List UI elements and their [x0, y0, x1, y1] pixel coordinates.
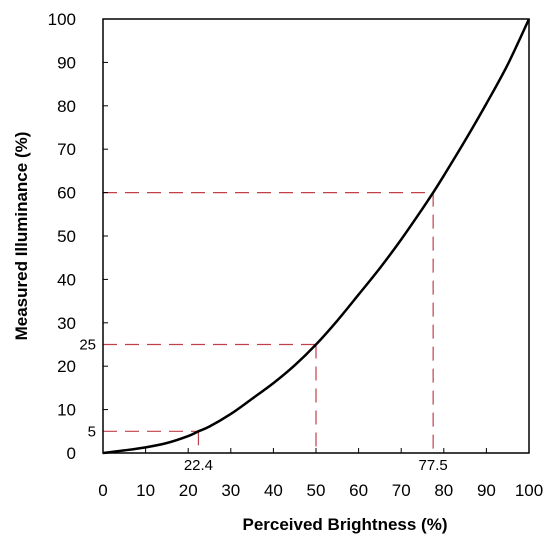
x-tick-label: 70 — [392, 481, 411, 500]
annotation-x-label: 77.5 — [419, 457, 448, 474]
y-tick-label: 50 — [57, 227, 76, 246]
x-tick-label: 40 — [264, 481, 283, 500]
y-tick-label: 20 — [57, 357, 76, 376]
axis-ticks — [102, 18, 530, 454]
x-tick-label: 90 — [477, 481, 496, 500]
tick-labels: 0 10 20 30 40 50 60 70 80 90 100 0 10 20 30 40 50 60 70 80 9… — [48, 10, 544, 500]
annotation-x-label: 22.4 — [184, 457, 213, 474]
y-tick-label: 60 — [57, 184, 76, 203]
x-tick-label: 30 — [221, 481, 240, 500]
annotation-y-label: 25 — [79, 337, 96, 354]
guide-lines — [103, 192, 434, 453]
y-tick-label: 40 — [57, 270, 76, 289]
annotation-y-label: 5 — [88, 423, 96, 440]
y-tick-label: 10 — [57, 401, 76, 420]
x-tick-label: 50 — [307, 481, 326, 500]
y-tick-label: 70 — [57, 140, 76, 159]
x-tick-label: 80 — [434, 481, 453, 500]
x-tick-label: 10 — [136, 481, 155, 500]
y-tick-label: 30 — [57, 314, 76, 333]
y-axis-title: Measured Illuminance (%) — [12, 132, 31, 341]
series-line — [102, 18, 531, 455]
annotation-labels: 5 22.4 25 77.5 — [79, 337, 447, 475]
x-tick-label: 0 — [98, 481, 107, 500]
x-tick-label: 60 — [349, 481, 368, 500]
y-tick-label: 100 — [48, 10, 76, 29]
y-tick-label: 90 — [57, 53, 76, 72]
x-tick-label: 100 — [515, 481, 543, 500]
x-axis-title: Perceived Brightness (%) — [242, 515, 447, 534]
x-tick-label: 20 — [179, 481, 198, 500]
y-tick-label: 80 — [57, 97, 76, 116]
y-tick-label: 0 — [67, 444, 76, 463]
plot-frame — [102, 18, 530, 454]
